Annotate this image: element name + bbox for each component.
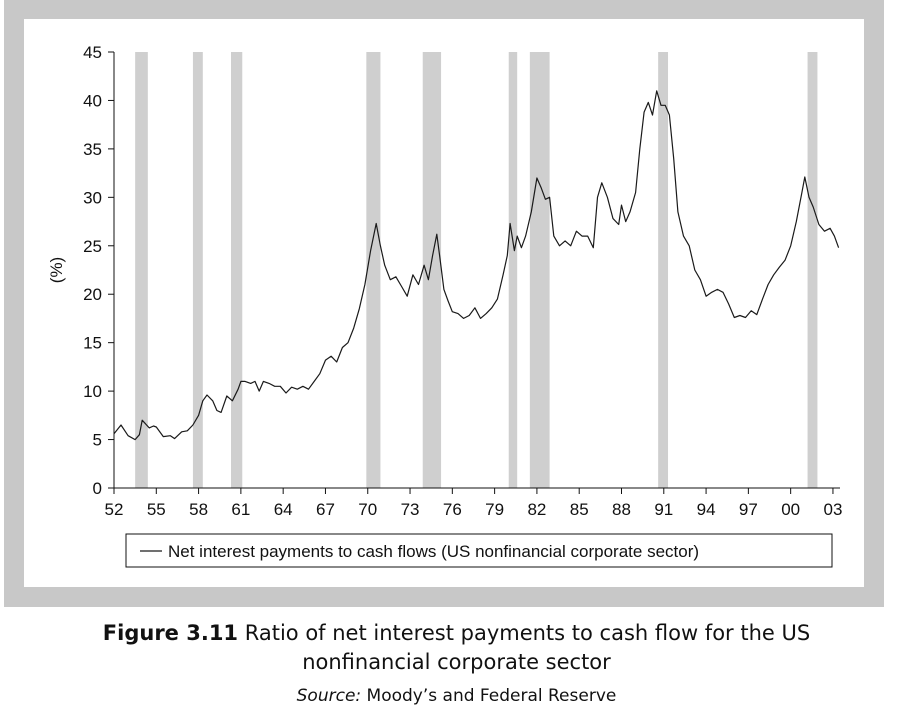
y-tick-label-15: 15 <box>83 334 102 353</box>
source-line: Source: Moody’s and Federal Reserve <box>0 686 913 706</box>
x-tick-label-52: 52 <box>105 500 124 519</box>
x-tick-label-55: 55 <box>147 500 166 519</box>
y-tick-label-45: 45 <box>83 43 102 62</box>
legend-box <box>125 533 833 568</box>
y-tick-label-20: 20 <box>83 285 102 304</box>
figure-caption: Figure 3.11 Ratio of net interest paymen… <box>0 619 913 677</box>
legend-label: Net interest payments to cash flows (US … <box>168 542 699 561</box>
x-tick-label-82: 82 <box>527 500 546 519</box>
recession-bands <box>135 52 818 488</box>
x-tick-label-97: 97 <box>739 500 758 519</box>
caption-line-1: Ratio of net interest payments to cash f… <box>244 621 811 645</box>
figure-number: Figure 3.11 <box>102 621 239 645</box>
x-tick-label-94: 94 <box>697 500 716 519</box>
source-label: Source: <box>296 686 362 706</box>
x-tick-label-79: 79 <box>485 500 504 519</box>
recession-band-1 <box>192 52 203 488</box>
recession-band-3 <box>366 52 381 488</box>
y-tick-label-35: 35 <box>83 140 102 159</box>
x-tick-label-76: 76 <box>443 500 462 519</box>
figure-frame: 0 5 10 15 20 25 30 35 40 45 52 55 58 61 64 67 70 73 76 79 8… <box>4 0 884 607</box>
x-tick-label-88: 88 <box>612 500 631 519</box>
x-tick-label-58: 58 <box>189 500 208 519</box>
y-tick-label-10: 10 <box>83 382 102 401</box>
x-tick-label-73: 73 <box>401 500 420 519</box>
y-tick-label-25: 25 <box>83 237 102 256</box>
recession-band-5 <box>508 52 518 488</box>
recession-band-7 <box>658 52 669 488</box>
x-tick-label-91: 91 <box>654 500 673 519</box>
x-ticks: 52 55 58 61 64 67 70 73 76 79 82 85 88 91 94 97 00 03 <box>105 488 842 519</box>
x-tick-label-67: 67 <box>316 500 335 519</box>
x-tick-label-03: 03 <box>823 500 842 519</box>
series-line-0 <box>113 90 840 441</box>
y-tick-label-5: 5 <box>93 431 102 450</box>
y-tick-label-40: 40 <box>83 91 102 110</box>
recession-band-8 <box>807 52 818 488</box>
recession-band-2 <box>231 52 243 488</box>
recession-band-0 <box>135 52 148 488</box>
recession-band-4 <box>422 52 442 488</box>
recession-band-6 <box>529 52 550 488</box>
chart-panel: 0 5 10 15 20 25 30 35 40 45 52 55 58 61 64 67 70 73 76 79 8… <box>24 19 864 587</box>
x-tick-label-61: 61 <box>231 500 250 519</box>
chart-svg: 0 5 10 15 20 25 30 35 40 45 52 55 58 61 64 67 70 73 76 79 8… <box>47 43 842 568</box>
legend: Net interest payments to cash flows (US … <box>125 533 833 568</box>
x-tick-label-00: 00 <box>781 500 800 519</box>
x-tick-label-64: 64 <box>274 500 293 519</box>
x-tick-label-85: 85 <box>570 500 589 519</box>
source-text: Moody’s and Federal Reserve <box>366 686 617 706</box>
axes <box>113 52 840 489</box>
x-tick-label-70: 70 <box>358 500 377 519</box>
y-axis-title: (%) <box>47 257 66 283</box>
caption-line-2: nonfinancial corporate sector <box>302 650 611 674</box>
y-ticks: 0 5 10 15 20 25 30 35 40 45 <box>83 43 114 498</box>
y-tick-label-0: 0 <box>93 479 102 498</box>
series-layer <box>113 90 840 441</box>
y-tick-label-30: 30 <box>83 188 102 207</box>
